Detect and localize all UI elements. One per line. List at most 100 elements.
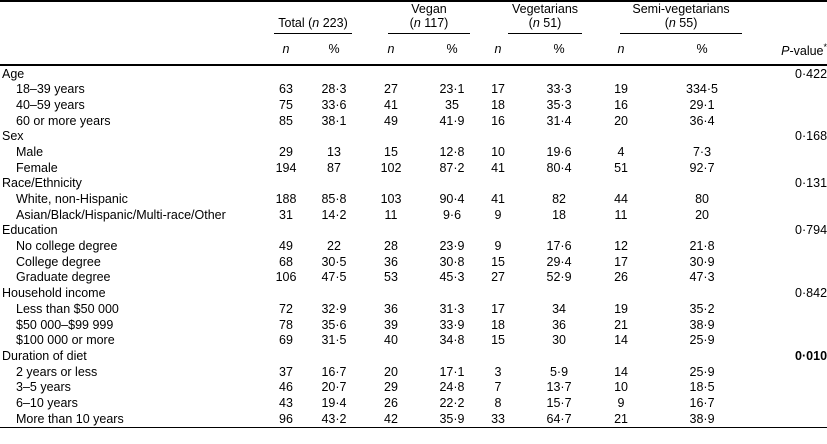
cell-n: 40 xyxy=(384,333,398,348)
cell-pct: 36 xyxy=(552,317,566,332)
p-value-header: P-value* xyxy=(762,34,827,67)
cell-pct: 47·3 xyxy=(689,270,715,285)
cell-pct: 41·9 xyxy=(439,113,465,128)
cell-pct: 38·9 xyxy=(689,411,715,426)
cell-pct: 90·4 xyxy=(439,192,465,206)
cell-pct: 47·5 xyxy=(321,270,347,285)
p-value-cell xyxy=(762,207,827,223)
cell-n: 10 xyxy=(491,144,505,159)
cell-n: 26 xyxy=(384,395,398,410)
cell-n: 36 xyxy=(384,301,398,316)
footnote-asterisk: * xyxy=(823,42,827,52)
data-row: No college degree 49 22 28 23·9 9 17·6 12 21·8 xyxy=(0,239,827,255)
cell-n: 15 xyxy=(491,333,505,348)
cell-n: 29 xyxy=(279,144,293,159)
cell-pct: 87 xyxy=(327,160,341,175)
cell-pct: 30·9 xyxy=(689,254,715,269)
cell-n: 63 xyxy=(279,82,293,97)
cell-n: 29 xyxy=(384,380,398,395)
p-value-cell: 0·010 xyxy=(795,348,827,363)
section-row: Race/Ethnicity 0·131 xyxy=(0,176,827,192)
cell-n xyxy=(260,65,312,82)
cell-n: 28 xyxy=(384,239,398,254)
row-label: Less than $50 000 xyxy=(16,301,119,316)
cell-pct: 29·1 xyxy=(689,97,715,112)
row-label: 18–39 years xyxy=(16,82,85,97)
cell-pct xyxy=(426,176,478,192)
p-value-cell: 0·842 xyxy=(795,286,827,301)
section-row: Sex 0·168 xyxy=(0,129,827,145)
cell-n: 20 xyxy=(614,113,628,128)
total-group-label: Total (n 223) xyxy=(274,16,352,31)
cell-pct: 38·1 xyxy=(321,113,347,128)
total-post: 223) xyxy=(319,16,348,30)
column-group-total: Total (n 223) xyxy=(260,1,356,34)
cell-pct: 20·7 xyxy=(321,380,347,395)
cell-pct xyxy=(642,223,762,239)
cell-n: 16 xyxy=(614,97,628,112)
cell-n: 42 xyxy=(384,411,398,426)
cell-n xyxy=(356,349,426,365)
vegan-n-symbol: n xyxy=(413,16,421,30)
subheader-row: n % n % n % n % P-value* xyxy=(0,34,827,67)
cell-pct xyxy=(312,176,356,192)
p-value-cell: 0·794 xyxy=(795,223,827,238)
p-value-cell xyxy=(762,98,827,114)
p-value-cell: 0·422 xyxy=(795,66,827,81)
cell-n xyxy=(260,176,312,192)
cell-pct: 87·2 xyxy=(439,160,465,175)
cell-pct xyxy=(312,223,356,239)
cell-n: 9 xyxy=(617,395,625,410)
p-value-cell xyxy=(762,160,827,176)
p-value-cell xyxy=(762,317,827,333)
cell-pct: 22·2 xyxy=(439,395,465,410)
cell-pct xyxy=(642,349,762,365)
cell-pct: 31·3 xyxy=(439,301,465,316)
p-value-cell xyxy=(762,82,827,98)
cell-pct: 19·6 xyxy=(546,144,572,159)
cell-n: 96 xyxy=(279,411,293,426)
cell-pct: 16·7 xyxy=(689,395,715,410)
cell-n: 103 xyxy=(380,192,402,206)
cell-pct: 14·2 xyxy=(321,207,347,222)
cell-pct: 35·3 xyxy=(546,97,572,112)
p-value-cell xyxy=(762,239,827,255)
data-row: White, non-Hispanic 188 85·8 103 90·4 41 82 44 8… xyxy=(0,192,827,208)
cell-pct: 35·9 xyxy=(439,411,465,426)
cell-pct xyxy=(518,65,600,82)
p-value-cell xyxy=(762,145,827,161)
cell-pct xyxy=(312,129,356,145)
data-row: 18–39 years 63 28·3 27 23·1 17 33·3 19 334·5 xyxy=(0,82,827,98)
p-value-cell xyxy=(762,396,827,412)
cell-n: 18 xyxy=(491,317,505,332)
cell-pct: 30·5 xyxy=(321,254,347,269)
row-label: 6–10 years xyxy=(16,395,78,410)
cell-pct xyxy=(642,65,762,82)
cell-pct: 35·6 xyxy=(321,317,347,332)
cell-pct xyxy=(518,349,600,365)
total-group-line1 xyxy=(274,2,352,16)
cell-pct: 85·8 xyxy=(321,192,347,206)
cell-n: 33 xyxy=(491,411,505,426)
cell-pct: 334·5 xyxy=(686,82,719,97)
cell-pct: 22 xyxy=(327,239,341,254)
cell-pct xyxy=(642,286,762,302)
cell-n: 72 xyxy=(279,301,293,316)
p-value-cell xyxy=(762,380,827,396)
row-label: College degree xyxy=(16,254,101,269)
data-row: 60 or more years 85 38·1 49 41·9 16 31·4 20 36·4 xyxy=(0,113,827,129)
cell-n: 49 xyxy=(279,239,293,254)
cell-n xyxy=(600,176,642,192)
cell-n: 15 xyxy=(384,144,398,159)
cell-n: 3 xyxy=(494,364,502,379)
cell-pct xyxy=(426,129,478,145)
cell-n xyxy=(260,129,312,145)
cell-n: 31 xyxy=(279,207,293,222)
cell-n xyxy=(478,286,518,302)
cell-pct: 34·8 xyxy=(439,333,465,348)
cell-n: 8 xyxy=(494,395,502,410)
cell-pct xyxy=(426,65,478,82)
cell-n: 194 xyxy=(275,160,297,175)
cell-pct: 7·3 xyxy=(692,144,712,159)
data-row: Graduate degree 106 47·5 53 45·3 27 52·9 26 47·3 xyxy=(0,270,827,286)
